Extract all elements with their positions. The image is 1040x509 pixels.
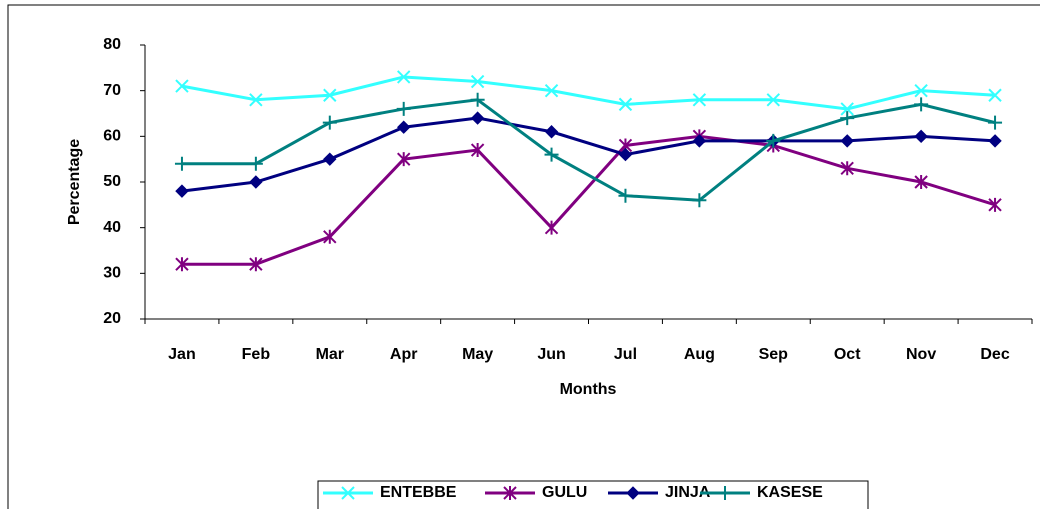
x-tick-label: Dec [980, 346, 1009, 363]
marker [840, 134, 854, 148]
y-tick-label: 70 [103, 82, 121, 99]
marker [397, 120, 411, 134]
x-tick-label: Apr [390, 346, 418, 363]
y-tick-label: 60 [103, 128, 121, 145]
y-tick-label: 20 [103, 310, 121, 327]
marker [175, 79, 189, 93]
marker [914, 175, 928, 189]
x-tick-label: May [462, 346, 493, 363]
x-tick-label: Mar [316, 346, 344, 363]
marker [544, 125, 559, 139]
y-tick-label: 50 [103, 173, 121, 190]
x-tick-label: Nov [906, 346, 936, 363]
y-axis-label: Percentage [66, 139, 83, 225]
marker [618, 97, 633, 112]
legend-marker [503, 486, 517, 500]
marker [544, 147, 559, 162]
marker [249, 175, 263, 189]
x-tick-label: Jul [614, 346, 637, 363]
legend-marker [718, 486, 732, 500]
marker [840, 102, 854, 116]
x-tick-label: Feb [242, 346, 271, 363]
marker [692, 134, 707, 148]
marker [988, 134, 1002, 148]
marker [766, 93, 780, 107]
marker [396, 101, 411, 116]
series-line [181, 134, 996, 266]
marker [322, 115, 337, 130]
y-tick-label: 30 [103, 265, 121, 282]
marker [988, 115, 1003, 130]
marker [618, 188, 633, 203]
marker [323, 152, 337, 166]
marker [692, 93, 707, 107]
x-tick-label: Oct [834, 346, 861, 363]
x-tick-label: Sep [759, 346, 789, 363]
marker [249, 93, 263, 107]
marker [544, 83, 559, 98]
marker [470, 74, 485, 89]
marker [248, 156, 263, 171]
legend-label: ENTEBBE [380, 484, 457, 501]
marker [175, 184, 189, 198]
marker [544, 220, 559, 235]
marker [914, 129, 928, 144]
marker [766, 133, 781, 148]
marker [323, 88, 337, 102]
x-axis-label: Months [560, 381, 617, 398]
series-line [181, 75, 996, 111]
marker [988, 88, 1002, 102]
legend-box [317, 480, 869, 509]
legend-label: JINJA [665, 484, 711, 501]
legend-label: GULU [542, 484, 587, 501]
legend-marker [626, 486, 640, 500]
marker [470, 92, 485, 107]
marker [914, 83, 928, 98]
marker [470, 143, 485, 158]
marker [470, 111, 485, 125]
marker [914, 97, 929, 112]
legend-marker [341, 486, 355, 500]
marker [840, 111, 855, 126]
marker [618, 147, 633, 162]
marker [175, 257, 189, 272]
chart-frame [7, 4, 1040, 509]
marker [397, 152, 411, 167]
x-tick-label: Jan [168, 346, 196, 363]
legend-label: KASESE [757, 484, 823, 501]
marker [323, 229, 337, 244]
marker [692, 193, 707, 208]
marker [397, 70, 411, 84]
x-tick-label: Jun [537, 346, 565, 363]
marker [840, 161, 854, 176]
marker [249, 257, 263, 272]
marker [988, 197, 1002, 212]
y-tick-label: 80 [103, 36, 121, 53]
series-line [181, 98, 996, 202]
series-line [181, 116, 996, 193]
y-tick-label: 40 [103, 219, 121, 236]
x-tick-label: Aug [684, 346, 715, 363]
marker [174, 156, 189, 171]
